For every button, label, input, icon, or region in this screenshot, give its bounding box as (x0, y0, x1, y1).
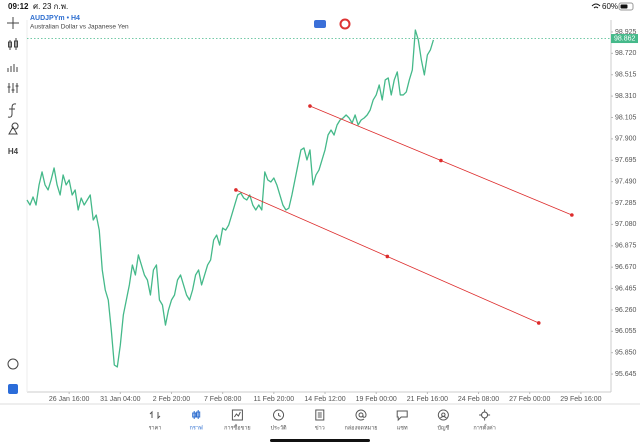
tab-icon[interactable] (315, 409, 325, 421)
battery-level (620, 4, 628, 9)
y-tick-label: 97.490 (615, 178, 637, 185)
trend-midpoint (439, 158, 443, 163)
x-tick-label: 21 Feb 16:00 (407, 396, 448, 403)
trend-handle (234, 188, 238, 192)
y-tick-label: 97.900 (615, 136, 637, 143)
y-tick-label: 96.260 (615, 307, 637, 314)
status-date: ศ. 23 ก.พ. (33, 2, 68, 11)
battery-icon (618, 2, 634, 11)
y-tick-label: 96.875 (615, 243, 637, 250)
symbol: AUDJPYm • H4 (30, 15, 80, 22)
last-price-box (611, 34, 638, 44)
tab-icon[interactable] (273, 409, 285, 421)
y-tick-label: 95.850 (615, 350, 637, 357)
x-tick-label: 27 Feb 00:00 (509, 396, 550, 403)
x-tick-label: 29 Feb 16:00 (560, 396, 601, 403)
tab-icon[interactable] (149, 410, 161, 420)
x-tick-label: 2 Feb 20:00 (153, 396, 190, 403)
price-line (26, 29, 435, 368)
tab-icon[interactable] (355, 409, 367, 421)
y-tick-label: 96.055 (615, 328, 637, 335)
x-tick-label: 11 Feb 20:00 (253, 396, 294, 403)
search-tool[interactable] (7, 358, 19, 370)
y-tick-label: 96.465 (615, 285, 637, 292)
tab-label[interactable]: แชท (397, 424, 408, 431)
tab-label[interactable]: บัญชี (437, 424, 449, 431)
trend-handle (308, 104, 312, 108)
app-icon[interactable] (8, 384, 18, 394)
trend-handle (536, 321, 541, 325)
tab-label[interactable]: ข่าว (315, 425, 325, 431)
one-click-button[interactable] (339, 18, 351, 30)
shapes-tool[interactable] (8, 122, 19, 135)
left-toolbar (7, 17, 19, 394)
symbol-description: Australian Dollar vs Japanese Yen (30, 24, 129, 31)
trend-handle (570, 213, 574, 217)
tab-icon[interactable] (231, 409, 243, 421)
x-tick-label: 14 Feb 12:00 (304, 396, 345, 403)
function-tool[interactable] (7, 103, 17, 118)
trade-button[interactable] (314, 20, 326, 28)
x-tick-label: 24 Feb 08:00 (458, 396, 499, 403)
y-tick-label: 95.645 (615, 371, 637, 378)
settings-tool[interactable] (7, 83, 19, 93)
plot: 98.925 98.720 98.515 98.310 98.105 97.900 97.6… (26, 20, 638, 403)
x-tick-label: 26 Jan 16:00 (49, 396, 90, 403)
tab-label[interactable]: ประวัติ (271, 424, 287, 431)
y-tick-label: 97.080 (615, 221, 637, 228)
status-battery: 60% (602, 2, 618, 11)
y-tick-label: 98.925 (615, 29, 637, 36)
y-tick-label: 98.720 (615, 50, 637, 57)
tab-label[interactable]: การซื้อขาย (224, 423, 250, 431)
tab-icon[interactable] (396, 410, 408, 422)
crosshair-tool[interactable] (7, 17, 19, 29)
indicator-tool[interactable] (7, 64, 18, 72)
last-price-label: 98.862 (614, 35, 636, 42)
chart-type-tool[interactable] (8, 38, 18, 50)
tab-icon[interactable] (479, 409, 491, 421)
tab-bar: ราคา กราฟ การซื้อขาย ประวัติ ข่าว กล่องจดหมาย… (149, 409, 496, 431)
tab-label[interactable]: ราคา (149, 425, 162, 431)
timeframe-button[interactable]: H4 (8, 147, 19, 156)
y-tick-label: 97.285 (615, 200, 637, 207)
y-tick-label: 98.105 (615, 114, 637, 121)
status-time: 09:12 (8, 2, 29, 11)
y-tick-label: 98.515 (615, 72, 637, 79)
home-indicator (270, 439, 370, 442)
tab-label[interactable]: กราฟ (190, 424, 203, 431)
tab-label[interactable]: กล่องจดหมาย (344, 425, 377, 431)
trend-midpoint (385, 254, 390, 259)
tab-label[interactable]: การตั้งค่า (473, 423, 495, 431)
x-tick-label: 7 Feb 08:00 (204, 396, 241, 403)
y-tick-label: 97.695 (615, 157, 637, 164)
y-tick-label: 98.310 (615, 93, 637, 100)
wifi-icon (591, 3, 601, 9)
x-tick-label: 31 Jan 04:00 (100, 396, 141, 403)
tab-icon[interactable] (437, 409, 449, 421)
x-tick-label: 19 Feb 00:00 (356, 396, 397, 403)
y-tick-label: 96.670 (615, 264, 637, 271)
tab-icon[interactable] (192, 410, 201, 419)
